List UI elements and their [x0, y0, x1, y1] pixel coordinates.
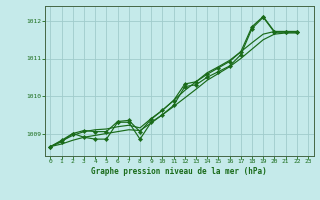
X-axis label: Graphe pression niveau de la mer (hPa): Graphe pression niveau de la mer (hPa): [91, 167, 267, 176]
